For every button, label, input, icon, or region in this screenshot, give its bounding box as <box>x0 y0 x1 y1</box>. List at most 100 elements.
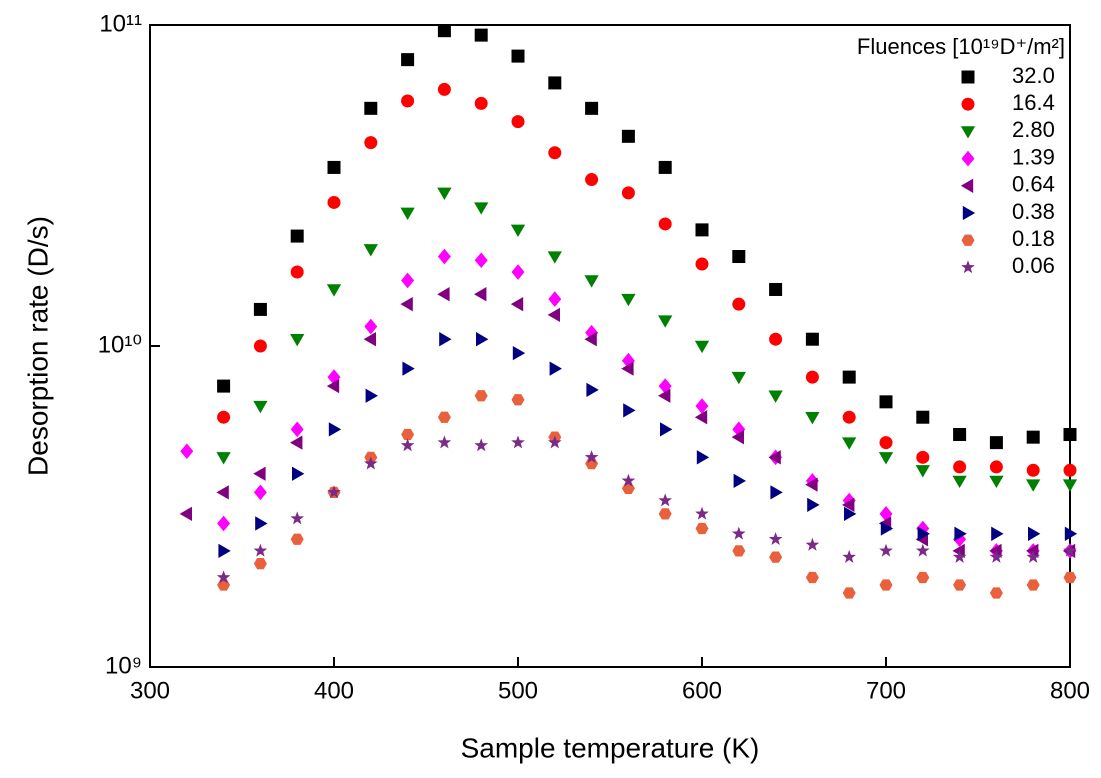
data-point <box>400 207 415 220</box>
legend-label: 0.38 <box>1012 199 1055 224</box>
data-point <box>363 456 378 470</box>
data-point <box>474 252 488 269</box>
data-point <box>696 450 710 465</box>
data-point <box>217 379 231 393</box>
data-point <box>474 96 488 110</box>
x-tick-label: 400 <box>314 677 354 704</box>
data-point <box>989 475 1004 489</box>
legend-label: 0.06 <box>1012 253 1055 278</box>
data-point <box>731 371 746 385</box>
data-point <box>548 291 562 307</box>
data-point <box>180 443 194 460</box>
data-point <box>768 390 783 403</box>
data-point <box>290 265 304 279</box>
data-point <box>253 302 267 316</box>
legend-marker <box>962 205 976 221</box>
data-point <box>731 430 744 445</box>
data-point <box>878 452 894 465</box>
data-point <box>548 146 562 160</box>
data-point <box>510 297 524 312</box>
data-point <box>511 49 525 63</box>
data-point <box>363 332 376 347</box>
data-point <box>400 438 415 452</box>
legend-label: 16.4 <box>1012 90 1055 115</box>
data-point <box>989 543 1002 559</box>
data-point <box>401 428 415 441</box>
data-point <box>660 422 673 437</box>
data-point <box>586 382 599 398</box>
data-point <box>437 24 451 38</box>
data-point <box>292 466 305 481</box>
data-point <box>217 515 231 532</box>
x-tick-label: 300 <box>130 677 170 704</box>
data-point <box>768 532 783 546</box>
data-point <box>695 522 709 535</box>
data-point <box>769 551 783 563</box>
data-point <box>842 549 857 563</box>
data-point <box>805 537 820 551</box>
data-point <box>1026 543 1039 559</box>
data-point <box>1028 526 1041 541</box>
data-point <box>842 437 857 450</box>
data-point <box>732 250 746 264</box>
data-point <box>879 543 893 557</box>
data-point <box>437 287 450 302</box>
data-point <box>769 332 783 346</box>
data-point <box>952 543 965 559</box>
data-point <box>1026 430 1040 444</box>
x-tick-label: 700 <box>866 677 906 704</box>
data-point <box>401 94 415 108</box>
data-point <box>844 506 857 521</box>
data-point <box>437 411 451 423</box>
data-point <box>290 333 305 347</box>
data-point <box>1026 463 1040 477</box>
data-point <box>584 332 597 347</box>
data-point <box>474 390 488 402</box>
data-point <box>511 264 525 280</box>
data-point <box>879 579 893 591</box>
data-point <box>1063 571 1077 584</box>
data-point <box>511 115 525 129</box>
data-point <box>547 307 560 323</box>
data-point <box>584 450 599 464</box>
data-point <box>1064 526 1078 541</box>
data-point <box>511 394 525 406</box>
data-point <box>916 520 930 537</box>
data-point <box>621 186 635 200</box>
data-point <box>695 257 709 271</box>
legend-marker <box>961 260 975 274</box>
data-point <box>658 315 673 328</box>
legend-label: 0.18 <box>1012 226 1055 251</box>
data-point <box>1026 549 1040 563</box>
y-tick-label: 10¹⁰ <box>98 331 142 358</box>
data-point <box>179 506 192 521</box>
data-point <box>217 410 231 424</box>
data-point <box>585 173 599 187</box>
data-point <box>326 378 340 394</box>
data-point <box>1026 579 1040 591</box>
data-point <box>954 526 967 541</box>
x-tick-label: 800 <box>1050 677 1090 704</box>
data-point <box>437 187 452 200</box>
data-point <box>401 53 415 67</box>
data-point <box>547 435 562 449</box>
data-point <box>695 506 709 520</box>
data-point <box>731 526 746 540</box>
y-axis-label: Desorption rate (D/s) <box>22 216 53 476</box>
data-point <box>216 485 229 500</box>
data-point <box>732 297 746 311</box>
legend-marker <box>960 126 976 139</box>
data-point <box>621 293 636 307</box>
data-point <box>253 466 266 481</box>
data-point <box>695 398 709 414</box>
data-point <box>363 244 378 257</box>
data-point <box>658 217 672 231</box>
data-point <box>953 428 967 442</box>
data-point <box>658 508 672 520</box>
data-point <box>879 395 893 409</box>
data-point <box>510 224 526 238</box>
data-point <box>327 485 341 499</box>
data-point <box>915 465 930 478</box>
data-point <box>623 403 636 418</box>
